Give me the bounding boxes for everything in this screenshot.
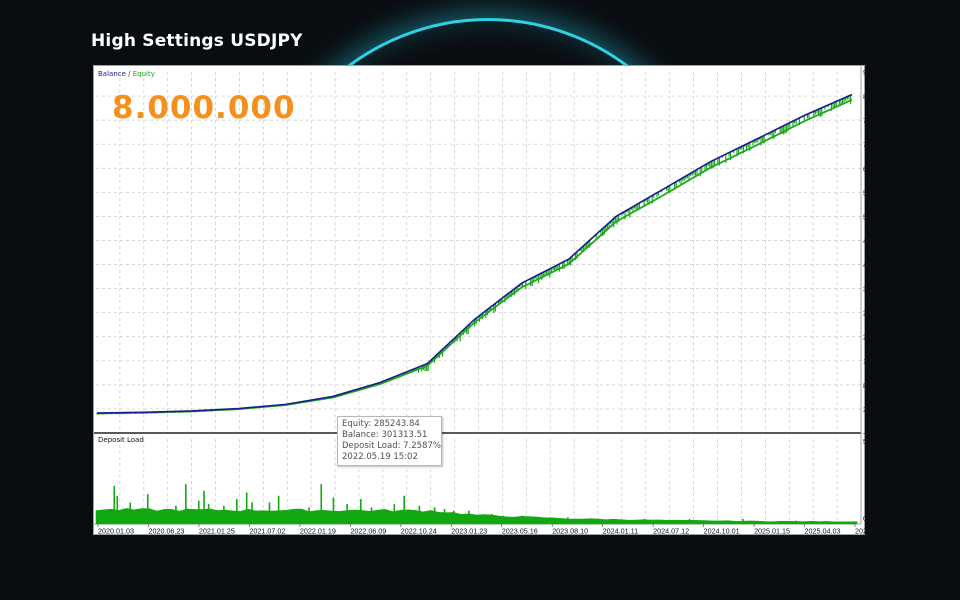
deposit-load-spike bbox=[443, 509, 446, 524]
deposit-load-title: Deposit Load bbox=[98, 436, 144, 444]
chart-panel[interactable]: 9155087 8517504 7879921 7242338 6604755 59671… bbox=[93, 65, 866, 536]
deposit-load-spike bbox=[245, 492, 248, 524]
y-tick-label: 8517504 bbox=[863, 92, 866, 101]
x-tick-label: 2025.04.03 bbox=[805, 527, 841, 536]
deposit-load-spike bbox=[433, 507, 436, 524]
deposit-load-spike bbox=[129, 502, 132, 524]
deposit-load-spike bbox=[521, 515, 523, 524]
deposit-load-spike bbox=[175, 505, 177, 524]
data-tooltip: Equity: 285243.84 Balance: 301313.51 Dep… bbox=[337, 416, 442, 466]
deposit-load-spike bbox=[688, 519, 691, 524]
x-tick-label: 2025.07.22 bbox=[855, 527, 866, 536]
tooltip-time: 2022.05.19 15:02 bbox=[342, 452, 418, 462]
y-tick-label: 6604755 bbox=[863, 164, 866, 173]
x-tick-label: 2020.01.03 bbox=[98, 527, 134, 536]
y-tick-label: 4054423 bbox=[863, 261, 866, 270]
deposit-load-spike bbox=[320, 484, 323, 524]
deposit-load-spike bbox=[207, 504, 210, 524]
y-tick-label: 228925 bbox=[863, 405, 866, 414]
page-title: High Settings USDJPY bbox=[91, 31, 303, 51]
deposit-load-spike bbox=[146, 494, 149, 524]
deposit-load-spike bbox=[360, 499, 362, 524]
y-tick-label: 3416840 bbox=[863, 285, 866, 294]
x-tick-label: 2023.01.23 bbox=[451, 527, 487, 536]
tooltip-deposit-load: Deposit Load: 7.2587% bbox=[342, 441, 441, 451]
deposit-load-spike bbox=[382, 509, 385, 524]
deposit-load-spike bbox=[544, 517, 546, 524]
deposit-load-spike bbox=[567, 517, 569, 524]
deposit-load-spike bbox=[277, 495, 280, 524]
y-tick-label: 4692006 bbox=[863, 236, 866, 245]
deposit-load-spike bbox=[116, 495, 119, 524]
legend-balance: Balance bbox=[98, 70, 126, 78]
y-tick-label: 7242338 bbox=[863, 140, 866, 149]
deposit-load-spike bbox=[251, 502, 253, 524]
deposit-load-spike bbox=[268, 502, 271, 524]
y-tick-label: 866508 bbox=[863, 381, 866, 390]
deposit-load-spike bbox=[235, 499, 238, 524]
deposit-load-spike bbox=[113, 485, 116, 524]
deposit-load-spike bbox=[502, 515, 504, 524]
balance-line bbox=[96, 93, 853, 414]
deposit-load-spike bbox=[203, 490, 205, 524]
deposit-load-spike bbox=[332, 497, 335, 524]
deposit-load-spike bbox=[197, 500, 200, 524]
y-tick-label: -408658 bbox=[863, 429, 866, 438]
y-tick-label: 2141674 bbox=[863, 333, 866, 342]
y-tick-label: 5329589 bbox=[863, 212, 866, 221]
legend-separator: / bbox=[125, 70, 133, 78]
deposit-load-spike bbox=[418, 505, 421, 524]
deposit-load-spike bbox=[393, 504, 396, 524]
chart-canvas[interactable]: 9155087 8517504 7879921 7242338 6604755 59671… bbox=[94, 66, 866, 536]
deposit-load-spike bbox=[742, 519, 744, 524]
x-tick-label: 2024.01.11 bbox=[603, 527, 638, 536]
x-tick-label: 2023.05.16 bbox=[502, 527, 538, 536]
deposit-load-spike bbox=[643, 519, 645, 524]
y-tick-label: 2779257 bbox=[863, 309, 866, 318]
deposit-load-spike bbox=[403, 495, 406, 524]
deposit-load-spike bbox=[795, 520, 797, 524]
deposit-load-spike bbox=[223, 505, 225, 524]
y-tick-label: 1504091 bbox=[863, 357, 866, 366]
x-tick-label: 2020.06.23 bbox=[148, 527, 184, 536]
x-tick-label: 2024.07.12 bbox=[653, 527, 689, 536]
y-tick-label: 5967172 bbox=[863, 188, 866, 197]
deposit-load-spike bbox=[452, 510, 455, 524]
y-tick-label: 7879921 bbox=[863, 116, 866, 125]
equity-line bbox=[96, 98, 853, 415]
x-tick-label: 2024.10.01 bbox=[704, 527, 740, 536]
sub-y-tick-label: 50.0% bbox=[863, 437, 866, 446]
chart-legend: Balance / Equity bbox=[98, 70, 155, 78]
x-tick-label: 2021.01.25 bbox=[199, 527, 235, 536]
deposit-load-spike bbox=[346, 504, 348, 524]
x-tick-label: 2025.01.15 bbox=[754, 527, 790, 536]
legend-equity: Equity bbox=[132, 70, 155, 78]
x-tick-label: 2021.07.02 bbox=[249, 527, 285, 536]
tooltip-balance: Balance: 301313.51 bbox=[342, 430, 428, 440]
deposit-load-spike bbox=[370, 507, 373, 524]
deposit-load-spike bbox=[597, 519, 600, 524]
deposit-load-spike bbox=[468, 510, 470, 524]
x-tick-label: 2023.08.10 bbox=[552, 527, 588, 536]
x-tick-label: 2022.06.09 bbox=[350, 527, 386, 536]
highlight-value: 8.000.000 bbox=[112, 90, 296, 126]
x-tick-label: 2022.01.19 bbox=[300, 527, 336, 536]
deposit-load-spike bbox=[184, 484, 187, 524]
tooltip-equity: Equity: 285243.84 bbox=[342, 419, 420, 429]
sub-y-tick-label: 0.0% bbox=[863, 514, 866, 523]
deposit-load-area bbox=[95, 508, 858, 525]
deposit-load-spike bbox=[490, 514, 493, 524]
deposit-load-spike bbox=[308, 507, 310, 524]
x-tick-label: 2022.10.24 bbox=[401, 527, 437, 536]
y-tick-label: 9155087 bbox=[863, 68, 866, 77]
